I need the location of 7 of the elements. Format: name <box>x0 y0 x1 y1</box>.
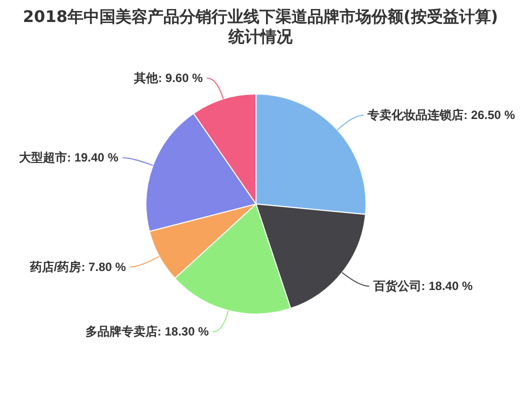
slice-label: 大型超市: 19.40 % <box>19 150 119 165</box>
slice-label: 多品牌专卖店: 18.30 % <box>85 324 210 339</box>
slice-label: 百货公司: 18.40 % <box>372 279 473 294</box>
slice-label: 其他: 9.60 % <box>133 70 204 85</box>
chart-title: 2018年中国美容产品分销行业线下渠道品牌市场份额(按受益计算)统计情况 <box>22 7 500 47</box>
slice-label: 药店/药房: 7.80 % <box>28 260 126 274</box>
slice-label: 专卖化妆品连锁店: 26.50 % <box>366 108 516 122</box>
